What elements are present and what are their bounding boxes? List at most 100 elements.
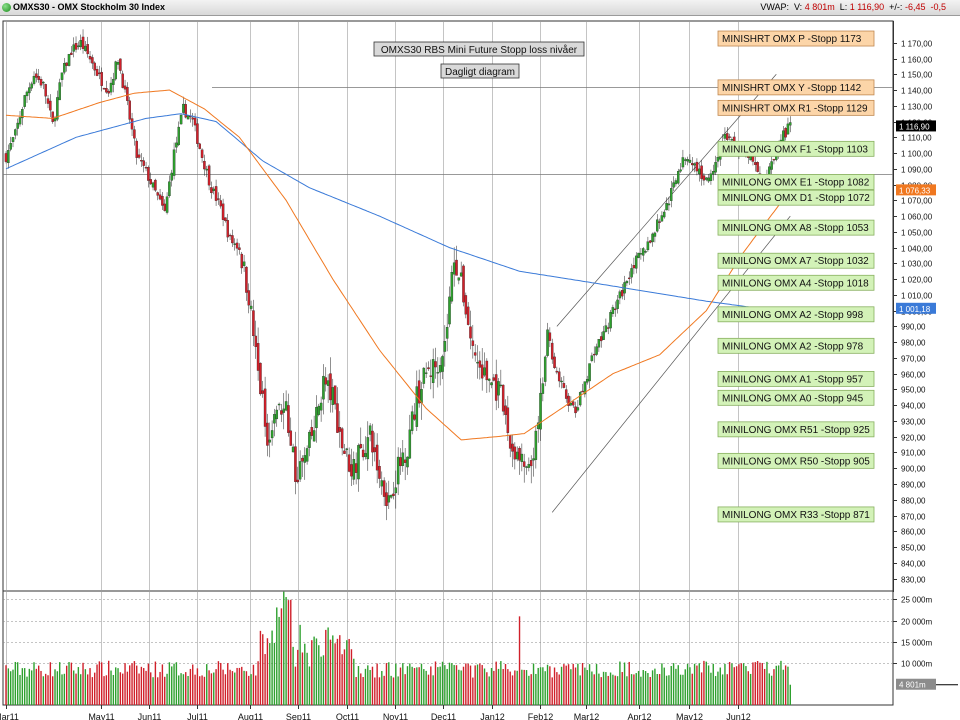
candle-body [644, 251, 647, 253]
volume-bar [761, 663, 763, 705]
volume-bar [124, 663, 126, 705]
volume-bar [304, 643, 306, 705]
stop-level-label: MINISHRT OMX R1 -Stopp 1129 [722, 103, 868, 114]
candle-body [331, 387, 335, 405]
volume-bar [493, 670, 495, 705]
candle-body [296, 479, 300, 483]
volume-bar [217, 661, 220, 705]
candle-body [88, 56, 92, 60]
candle-body [380, 480, 384, 487]
volume-bar [651, 670, 654, 705]
candle-body [618, 291, 622, 299]
volume-bar [231, 671, 234, 705]
volume-bar [406, 666, 409, 705]
candle-body [21, 109, 24, 119]
candle-body [712, 171, 715, 175]
volume-bar [367, 665, 369, 705]
volume-bar [640, 676, 642, 705]
volume-bar [693, 663, 696, 705]
candle-body [238, 247, 241, 250]
volume-bar [773, 669, 775, 705]
stop-level-label: MINILONG OMX A0 -Stopp 945 [722, 393, 864, 404]
candle-body [128, 100, 131, 120]
candle-body [492, 377, 496, 381]
candle-body [42, 81, 45, 84]
volume-bar [742, 663, 745, 705]
volume-bar [297, 649, 299, 705]
volume-bar [483, 668, 486, 705]
volume-bar [5, 665, 7, 705]
candle-body [95, 68, 99, 76]
volume-bar [530, 674, 532, 705]
stop-level-box [717, 219, 875, 236]
volume-bar [285, 597, 287, 705]
candle-body [352, 459, 356, 480]
candle-body [324, 377, 328, 385]
volume-bar [112, 674, 115, 705]
candle-body [726, 133, 729, 140]
candle-body [333, 385, 337, 405]
volume-bar [474, 665, 476, 705]
app-icon [2, 3, 11, 12]
volume-bar [777, 665, 780, 705]
candle-body [326, 380, 330, 386]
volume-bar [215, 669, 217, 705]
volume-bar [698, 663, 700, 705]
candle-body [464, 295, 468, 315]
volume-bar [159, 671, 161, 705]
candle-body [74, 43, 78, 50]
volume-bar [49, 662, 52, 705]
volume-bar [311, 640, 313, 705]
volume-bar [119, 672, 122, 705]
volume-bar [747, 671, 749, 705]
volume-bar [644, 671, 647, 705]
volume-bar [199, 676, 201, 705]
stop-level-label: MINILONG OMX E1 -Stopp 1082 [722, 177, 870, 188]
candle-body [555, 370, 559, 373]
price-chart[interactable]: Mar11 May11 Jun11 Jul11 Aug11 Sep11 Oct11 Nov11… [0, 15, 960, 720]
candle-body [602, 331, 605, 340]
y-tick-label: 830,00 [901, 576, 926, 585]
volume-bar [672, 663, 675, 705]
candle-body [641, 248, 645, 256]
candle-body [553, 356, 556, 369]
volume-bar [563, 664, 565, 705]
candle-body [303, 455, 307, 463]
volume-bar [462, 666, 465, 705]
candle-body [443, 341, 447, 352]
y-tick-label: 960,00 [901, 371, 926, 380]
volume-bar [173, 663, 175, 705]
candle-body [590, 355, 594, 361]
volume-bar [301, 652, 304, 705]
volume-bar [290, 599, 292, 705]
volume-bar [658, 674, 661, 705]
candle-body [249, 305, 253, 309]
volume-bar [178, 675, 180, 705]
volume-bar [325, 629, 327, 705]
candle-body [65, 62, 68, 66]
price-marker-label: 1 116,90 [899, 122, 930, 131]
candle-body [730, 139, 734, 141]
volume-bar [733, 667, 735, 705]
candle-body [667, 203, 671, 206]
volume-bar [467, 663, 469, 705]
volume-bar [192, 664, 194, 705]
candle-body [413, 414, 416, 420]
volume-marker [896, 678, 936, 690]
stop-level-label: MINILONG OMX R50 -Stopp 905 [722, 456, 870, 467]
volume-bar [735, 666, 738, 705]
volume-bar [250, 674, 252, 705]
y-tick-label: 920,00 [901, 434, 926, 443]
candle-body [177, 126, 180, 146]
volume-bar [728, 661, 731, 705]
candle-body [233, 243, 237, 245]
volume-bar [322, 655, 325, 705]
candle-body [604, 325, 608, 332]
volume-bar [360, 673, 362, 705]
candle-body [11, 137, 15, 142]
volume-bar [595, 664, 598, 705]
candle-body [569, 402, 573, 406]
candle-body [44, 84, 47, 97]
volume-bar [306, 652, 308, 705]
volume-bar [210, 673, 213, 705]
